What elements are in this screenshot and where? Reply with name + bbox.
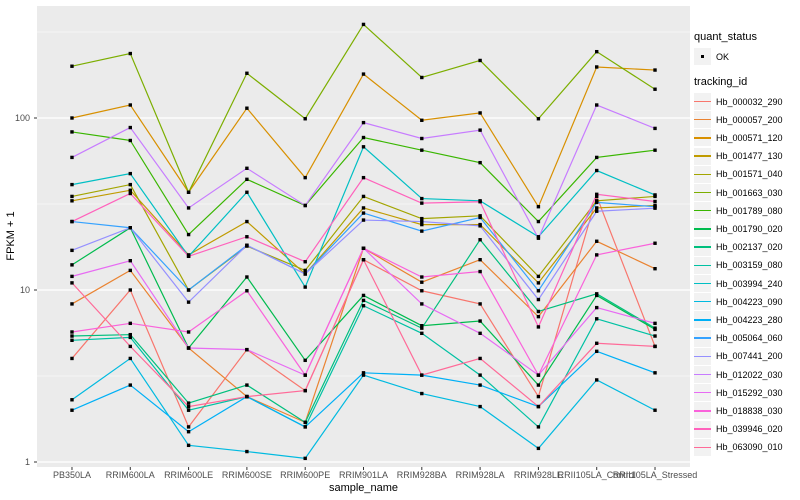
- legend-entry-Hb_039946_020: Hb_039946_020: [694, 420, 783, 438]
- x-tick-label-RRIM928BA: RRIM928BA: [396, 470, 447, 480]
- legend-entry-ok: OK: [694, 48, 729, 65]
- data-points: [70, 22, 657, 461]
- gridlines: [37, 31, 690, 463]
- legend-key-line: [694, 293, 711, 311]
- legend-entry-Hb_001789_080: Hb_001789_080: [694, 202, 783, 220]
- x-tick-label-RRIM928LE: RRIM928LE: [513, 470, 563, 480]
- x-tick-label-RRII105LA_Control: RRII105LA_Control: [557, 470, 636, 480]
- legend-entry-label: Hb_015292_030: [716, 387, 783, 398]
- legend-entry-label: Hb_012022_030: [716, 369, 783, 380]
- legend-entry-Hb_001571_040: Hb_001571_040: [694, 165, 783, 183]
- legend-entry-Hb_007441_200: Hb_007441_200: [694, 347, 783, 365]
- y-tick-label-100: 100: [14, 113, 30, 123]
- legend-entry-label: Hb_003994_240: [716, 278, 783, 289]
- legend-key-line: [694, 384, 711, 402]
- legend-entry-Hb_000571_120: Hb_000571_120: [694, 129, 783, 147]
- x-tick-label-RRIM600SE: RRIM600SE: [221, 470, 272, 480]
- ok-key-box: [694, 48, 711, 65]
- legend-entry-Hb_004223_090: Hb_004223_090: [694, 293, 783, 311]
- legend-key-line: [694, 202, 711, 220]
- y-tick-label-10: 10: [19, 285, 30, 295]
- axis-ticks: [34, 117, 656, 470]
- legend-entry-Hb_001663_030: Hb_001663_030: [694, 184, 783, 201]
- legend-key-line: [694, 93, 711, 110]
- legend-entry-Hb_001790_020: Hb_001790_020: [694, 220, 783, 238]
- legend-entry-label: Hb_003159_080: [716, 260, 783, 271]
- legend-entry-Hb_018838_030: Hb_018838_030: [694, 402, 783, 420]
- legend-entry-Hb_005064_060: Hb_005064_060: [694, 329, 783, 347]
- legend-key-line: [694, 311, 711, 329]
- legend-entry-Hb_063090_010: Hb_063090_010: [694, 438, 783, 456]
- legend-entry-label: Hb_001663_030: [716, 187, 783, 198]
- legend-entry-label: Hb_001571_040: [716, 169, 783, 180]
- legend-entry-label: Hb_001477_130: [716, 151, 783, 162]
- legend-entry-Hb_003159_080: Hb_003159_080: [694, 256, 783, 274]
- legend-entry-label: Hb_001789_080: [716, 205, 783, 216]
- legend-entry-Hb_012022_030: Hb_012022_030: [694, 366, 783, 383]
- x-tick-label-RRIM600LE: RRIM600LE: [164, 470, 214, 480]
- y-axis-title: FPKM + 1: [5, 211, 17, 261]
- legend-key-line: [694, 238, 711, 256]
- legend-key-line: [694, 165, 711, 183]
- legend-entry-Hb_000057_200: Hb_000057_200: [694, 111, 783, 129]
- legend-key-line: [694, 147, 711, 165]
- x-tick-label-RRIM928LA: RRIM928LA: [455, 470, 505, 480]
- ok-label: OK: [716, 51, 730, 62]
- legend-entry-Hb_002137_020: Hb_002137_020: [694, 238, 783, 256]
- legend-key-line: [694, 220, 711, 238]
- legend-entry-label: Hb_063090_010: [716, 442, 783, 453]
- legend-entry-label: Hb_007441_200: [716, 351, 783, 362]
- legend-entry-label: Hb_000057_200: [716, 114, 783, 125]
- legend-entry-label: Hb_018838_030: [716, 405, 783, 416]
- legend-key-line: [694, 329, 711, 347]
- legend-title-quant-status: quant_status: [694, 31, 757, 43]
- legend-entry-label: Hb_001790_020: [716, 223, 783, 234]
- x-tick-label-RRIM600PE: RRIM600PE: [280, 470, 331, 480]
- legend-entry-label: Hb_004223_280: [716, 314, 783, 325]
- x-tick-label-RRIM901LA: RRIM901LA: [338, 470, 389, 480]
- legend-entry-label: Hb_002137_020: [716, 242, 783, 253]
- y-tick-label-1: 1: [24, 457, 30, 467]
- panel-background: [37, 6, 690, 467]
- x-tick-label-RRIM600LA: RRIM600LA: [105, 470, 155, 480]
- ok-point-icon: [700, 54, 705, 59]
- legend-entry-label: Hb_004223_090: [716, 296, 783, 307]
- legend-key-line: [694, 420, 711, 438]
- legend-entry-Hb_004223_280: Hb_004223_280: [694, 311, 783, 329]
- x-tick-label-RRII105LA_Stressed: RRII105LA_Stressed: [612, 470, 698, 480]
- legend-title-tracking-id: tracking_id: [694, 76, 748, 88]
- legend-key-line: [694, 129, 711, 147]
- legend-key-line: [694, 347, 711, 365]
- legend-entry-Hb_001477_130: Hb_001477_130: [694, 147, 783, 165]
- legend-key-line: [694, 111, 711, 129]
- legend-entry-Hb_000032_290: Hb_000032_290: [694, 93, 783, 110]
- legend-key-line: [694, 275, 711, 292]
- legend-key-line: [694, 366, 711, 383]
- legend-key-line: [694, 402, 711, 420]
- legend-key-line: [694, 256, 711, 274]
- x-tick-label-PB350LA: PB350LA: [52, 470, 91, 480]
- legend-key-line: [694, 184, 711, 201]
- x-axis-title: sample_name: [328, 482, 399, 494]
- legend-entry-label: Hb_000571_120: [716, 132, 783, 143]
- legend-entry-Hb_003994_240: Hb_003994_240: [694, 275, 783, 292]
- legend-entry-Hb_015292_030: Hb_015292_030: [694, 384, 783, 402]
- legend-entry-label: Hb_005064_060: [716, 333, 783, 344]
- legend-entry-label: Hb_000032_290: [716, 96, 783, 107]
- legend-entry-label: Hb_039946_020: [716, 424, 783, 435]
- legend-key-line: [694, 438, 711, 456]
